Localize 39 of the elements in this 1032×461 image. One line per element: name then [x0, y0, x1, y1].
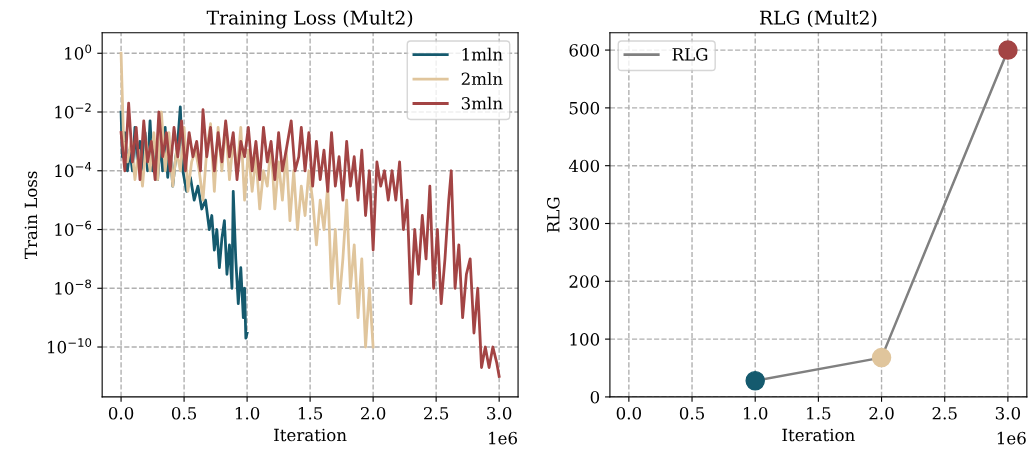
- text: 1e6: [489, 431, 518, 445]
- x-tick-label: 3.0: [487, 406, 512, 420]
- y-tick-label: 10$^{−2}$: [55, 103, 91, 119]
- x-axis-title: Iteration: [274, 428, 347, 442]
- legend-label: RLG: [672, 48, 708, 61]
- y-tick-label: 0: [590, 390, 600, 404]
- y-axis-title: Train Loss: [24, 171, 38, 259]
- x-tick-label: 2.0: [361, 406, 386, 420]
- y-tick-label: 10$^{−6}$: [55, 220, 92, 236]
- y-tick-label: 600: [569, 44, 600, 57]
- chart-title: RLG (Mult2): [759, 10, 877, 28]
- x-tick-label: 0.5: [679, 406, 704, 420]
- y-tick-label: 200: [569, 275, 600, 288]
- x-axis-title: Iteration: [782, 428, 855, 442]
- x-tick-label: 2.5: [932, 406, 957, 420]
- x-tick-label: 1.5: [298, 406, 323, 420]
- x-tick-label: 2.5: [424, 406, 449, 420]
- legend-label: 1mln: [462, 47, 503, 61]
- y-tick-label: 10$^{−10}$: [47, 338, 92, 354]
- x-tick-label: 2.0: [869, 406, 894, 420]
- x-tick-label: 1.5: [807, 406, 831, 420]
- y-tick-label: 10$^{−8}$: [55, 279, 92, 295]
- text: 1e6: [997, 431, 1026, 445]
- x-tick-label: 3.0: [995, 406, 1021, 420]
- y-tick-label: 10$^{0}$: [65, 44, 92, 60]
- y-tick-label: 500: [569, 101, 600, 115]
- chart-title: Training Loss (Mult2): [206, 10, 413, 29]
- y-tick-label: 300: [569, 217, 600, 231]
- x-tick-label: 0.0: [108, 406, 134, 420]
- y-tick-label: 10$^{−4}$: [55, 162, 92, 178]
- y-tick-label: 100: [570, 333, 600, 346]
- y-axis-title: RLG: [546, 197, 560, 233]
- x-tick-label: 1.0: [235, 406, 260, 420]
- legend-label: 2mln: [461, 72, 503, 85]
- x-tick-label: 0.0: [616, 406, 642, 420]
- y-tick-label: 400: [568, 159, 600, 173]
- x-tick-label: 1.0: [743, 406, 768, 420]
- x-tick-label: 0.5: [171, 406, 197, 420]
- legend-label: 3mln: [461, 96, 503, 110]
